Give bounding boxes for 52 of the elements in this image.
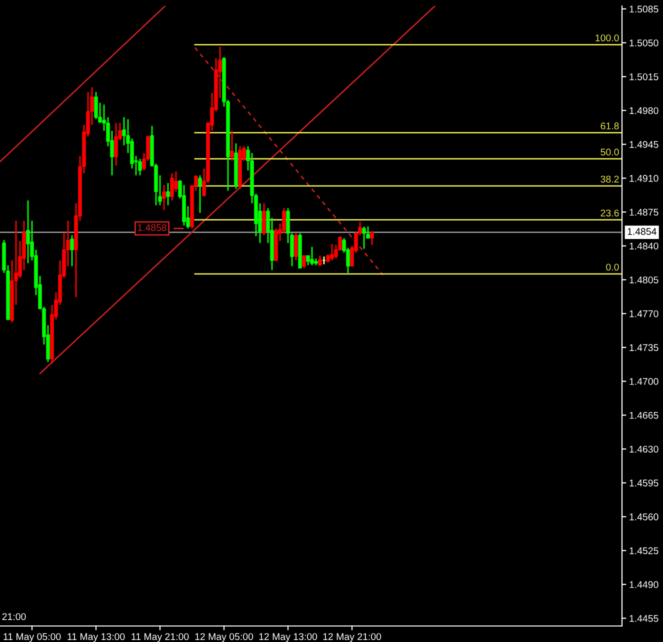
y-tick-label: 1.4525 bbox=[630, 547, 658, 554]
candlestick bbox=[230, 130, 234, 162]
x-tick-label: 12 May 05:00 bbox=[195, 633, 254, 642]
series-label: 61.8 bbox=[600, 122, 619, 130]
y-tick-label: 1.4910 bbox=[630, 174, 658, 182]
series-label: 38.2 bbox=[600, 176, 619, 183]
candlestick bbox=[262, 202, 266, 236]
y-tick-label: 1.4770 bbox=[630, 310, 658, 318]
y-tick-label: 1.4665 bbox=[630, 412, 658, 419]
y-tick-label: 1.4945 bbox=[630, 141, 658, 148]
candlestick bbox=[94, 91, 98, 120]
y-tick-label: 1.5050 bbox=[630, 39, 658, 46]
y-tick-label: 1.4875 bbox=[630, 208, 658, 216]
x-tick-label: 11 May 13:00 bbox=[68, 633, 125, 642]
series-label: 23.6 bbox=[600, 210, 619, 216]
candlestick bbox=[198, 174, 202, 214]
candlestick bbox=[70, 234, 74, 267]
y-tick-label: 1.4735 bbox=[630, 344, 658, 352]
candlestick bbox=[114, 122, 118, 166]
candlestick bbox=[302, 254, 306, 269]
series-label: 50.0 bbox=[600, 148, 619, 156]
candlestick bbox=[166, 182, 170, 206]
candlestick bbox=[294, 232, 298, 262]
y-tick-label: 1.4490 bbox=[630, 581, 658, 588]
candlestick bbox=[362, 226, 366, 250]
candlestick bbox=[318, 254, 322, 266]
ref-line-label: 1.4854 bbox=[628, 228, 656, 235]
candlestick bbox=[370, 230, 374, 246]
y-tick-label: 1.5015 bbox=[630, 73, 658, 80]
candlestick bbox=[310, 246, 314, 266]
x-tick-label: 12 May 13:00 bbox=[259, 633, 318, 642]
y-tick-label: 1.4805 bbox=[630, 276, 658, 284]
x-tick-label: 11 May 05:00 bbox=[4, 633, 61, 642]
candlestick bbox=[26, 200, 30, 264]
y-tick-label: 1.4595 bbox=[630, 480, 658, 486]
annotation: 21:00 bbox=[2, 613, 26, 620]
series-label: 100.0 bbox=[596, 34, 619, 42]
y-tick-label: 1.4455 bbox=[630, 615, 658, 622]
candlestick bbox=[170, 172, 174, 202]
x-tick-label: 11 May 21:00 bbox=[132, 633, 189, 642]
candlestick bbox=[330, 243, 334, 262]
y-tick-label: 1.4630 bbox=[630, 446, 658, 453]
y-tick-label: 1.4560 bbox=[630, 513, 658, 520]
x-tick-label: 12 May 21:00 bbox=[323, 633, 382, 642]
series-label: 0.0 bbox=[606, 264, 619, 271]
candlestick bbox=[162, 184, 166, 211]
y-tick-label: 1.5085 bbox=[630, 6, 658, 13]
y-tick-label: 1.4700 bbox=[630, 378, 658, 385]
candlestick bbox=[138, 158, 142, 176]
y-tick-label: 1.4840 bbox=[630, 242, 658, 250]
annotation: 1.4858 bbox=[138, 224, 166, 232]
y-tick-label: 1.4980 bbox=[630, 107, 658, 114]
